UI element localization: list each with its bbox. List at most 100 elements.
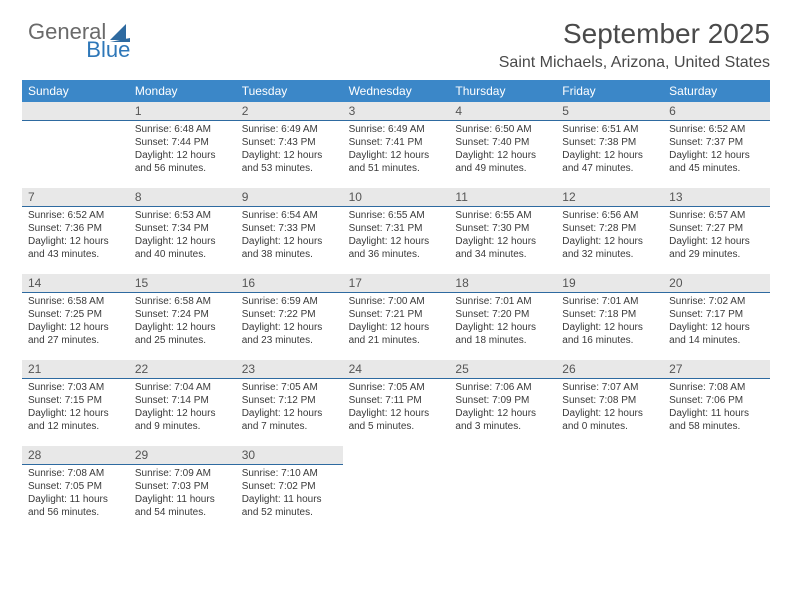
- day-cell: [449, 446, 556, 532]
- sunset-text: Sunset: 7:05 PM: [28, 480, 123, 493]
- daylight-line2: and 9 minutes.: [135, 420, 230, 433]
- day-number: 23: [236, 360, 343, 379]
- day-cell: 27Sunrise: 7:08 AMSunset: 7:06 PMDayligh…: [663, 360, 770, 446]
- day-cell: 4Sunrise: 6:50 AMSunset: 7:40 PMDaylight…: [449, 102, 556, 188]
- daylight-line1: Daylight: 12 hours: [455, 321, 550, 334]
- day-number: 10: [343, 188, 450, 207]
- day-number: 7: [22, 188, 129, 207]
- sunset-text: Sunset: 7:28 PM: [562, 222, 657, 235]
- sunrise-text: Sunrise: 6:55 AM: [455, 209, 550, 222]
- day-number: 11: [449, 188, 556, 207]
- daylight-line1: Daylight: 12 hours: [562, 321, 657, 334]
- day-number: 6: [663, 102, 770, 121]
- weekday-header: Tuesday: [236, 80, 343, 102]
- daylight-line1: Daylight: 12 hours: [455, 407, 550, 420]
- daylight-line2: and 56 minutes.: [135, 162, 230, 175]
- daylight-line2: and 47 minutes.: [562, 162, 657, 175]
- daylight-line1: Daylight: 11 hours: [669, 407, 764, 420]
- day-number: 14: [22, 274, 129, 293]
- sunset-text: Sunset: 7:33 PM: [242, 222, 337, 235]
- day-details: Sunrise: 7:00 AMSunset: 7:21 PMDaylight:…: [343, 293, 450, 353]
- daylight-line1: Daylight: 11 hours: [135, 493, 230, 506]
- day-details: Sunrise: 6:55 AMSunset: 7:31 PMDaylight:…: [343, 207, 450, 267]
- sunset-text: Sunset: 7:37 PM: [669, 136, 764, 149]
- sunset-text: Sunset: 7:40 PM: [455, 136, 550, 149]
- day-details: Sunrise: 7:03 AMSunset: 7:15 PMDaylight:…: [22, 379, 129, 439]
- day-cell: 28Sunrise: 7:08 AMSunset: 7:05 PMDayligh…: [22, 446, 129, 532]
- sunrise-text: Sunrise: 7:06 AM: [455, 381, 550, 394]
- day-cell: 19Sunrise: 7:01 AMSunset: 7:18 PMDayligh…: [556, 274, 663, 360]
- day-cell: 10Sunrise: 6:55 AMSunset: 7:31 PMDayligh…: [343, 188, 450, 274]
- sunset-text: Sunset: 7:03 PM: [135, 480, 230, 493]
- day-details: Sunrise: 6:58 AMSunset: 7:24 PMDaylight:…: [129, 293, 236, 353]
- sunrise-text: Sunrise: 7:04 AM: [135, 381, 230, 394]
- weekday-header: Thursday: [449, 80, 556, 102]
- sunset-text: Sunset: 7:14 PM: [135, 394, 230, 407]
- weeks-container: 1Sunrise: 6:48 AMSunset: 7:44 PMDaylight…: [22, 102, 770, 532]
- day-details: Sunrise: 6:53 AMSunset: 7:34 PMDaylight:…: [129, 207, 236, 267]
- sunrise-text: Sunrise: 7:03 AM: [28, 381, 123, 394]
- sunrise-text: Sunrise: 6:58 AM: [135, 295, 230, 308]
- sunrise-text: Sunrise: 6:49 AM: [242, 123, 337, 136]
- sunrise-text: Sunrise: 6:56 AM: [562, 209, 657, 222]
- daylight-line2: and 14 minutes.: [669, 334, 764, 347]
- daylight-line1: Daylight: 12 hours: [562, 149, 657, 162]
- sunrise-text: Sunrise: 7:09 AM: [135, 467, 230, 480]
- daylight-line2: and 34 minutes.: [455, 248, 550, 261]
- day-details: Sunrise: 6:58 AMSunset: 7:25 PMDaylight:…: [22, 293, 129, 353]
- daylight-line1: Daylight: 12 hours: [669, 235, 764, 248]
- daylight-line2: and 5 minutes.: [349, 420, 444, 433]
- sunset-text: Sunset: 7:08 PM: [562, 394, 657, 407]
- sunrise-text: Sunrise: 7:10 AM: [242, 467, 337, 480]
- sunset-text: Sunset: 7:09 PM: [455, 394, 550, 407]
- daylight-line2: and 12 minutes.: [28, 420, 123, 433]
- day-cell: 9Sunrise: 6:54 AMSunset: 7:33 PMDaylight…: [236, 188, 343, 274]
- daylight-line2: and 52 minutes.: [242, 506, 337, 519]
- day-details: Sunrise: 7:02 AMSunset: 7:17 PMDaylight:…: [663, 293, 770, 353]
- day-details: Sunrise: 6:49 AMSunset: 7:41 PMDaylight:…: [343, 121, 450, 181]
- day-details: Sunrise: 6:48 AMSunset: 7:44 PMDaylight:…: [129, 121, 236, 181]
- sunset-text: Sunset: 7:27 PM: [669, 222, 764, 235]
- day-cell: 7Sunrise: 6:52 AMSunset: 7:36 PMDaylight…: [22, 188, 129, 274]
- sunrise-text: Sunrise: 7:05 AM: [349, 381, 444, 394]
- week-row: 14Sunrise: 6:58 AMSunset: 7:25 PMDayligh…: [22, 274, 770, 360]
- sunrise-text: Sunrise: 7:05 AM: [242, 381, 337, 394]
- day-cell: 30Sunrise: 7:10 AMSunset: 7:02 PMDayligh…: [236, 446, 343, 532]
- day-cell: 18Sunrise: 7:01 AMSunset: 7:20 PMDayligh…: [449, 274, 556, 360]
- daylight-line1: Daylight: 12 hours: [669, 321, 764, 334]
- day-cell: 20Sunrise: 7:02 AMSunset: 7:17 PMDayligh…: [663, 274, 770, 360]
- daylight-line2: and 29 minutes.: [669, 248, 764, 261]
- sunrise-text: Sunrise: 6:51 AM: [562, 123, 657, 136]
- sunset-text: Sunset: 7:24 PM: [135, 308, 230, 321]
- day-details: Sunrise: 7:10 AMSunset: 7:02 PMDaylight:…: [236, 465, 343, 525]
- day-cell: 24Sunrise: 7:05 AMSunset: 7:11 PMDayligh…: [343, 360, 450, 446]
- daylight-line1: Daylight: 11 hours: [28, 493, 123, 506]
- brand-logo: General Blue: [28, 22, 174, 42]
- sunrise-text: Sunrise: 7:02 AM: [669, 295, 764, 308]
- day-number: 18: [449, 274, 556, 293]
- daylight-line2: and 36 minutes.: [349, 248, 444, 261]
- daylight-line1: Daylight: 12 hours: [562, 235, 657, 248]
- day-details: Sunrise: 6:49 AMSunset: 7:43 PMDaylight:…: [236, 121, 343, 181]
- day-cell: 13Sunrise: 6:57 AMSunset: 7:27 PMDayligh…: [663, 188, 770, 274]
- sunrise-text: Sunrise: 7:08 AM: [669, 381, 764, 394]
- sunrise-text: Sunrise: 7:08 AM: [28, 467, 123, 480]
- daylight-line2: and 56 minutes.: [28, 506, 123, 519]
- sunrise-text: Sunrise: 6:52 AM: [669, 123, 764, 136]
- day-number: 21: [22, 360, 129, 379]
- daylight-line1: Daylight: 12 hours: [349, 149, 444, 162]
- sunset-text: Sunset: 7:21 PM: [349, 308, 444, 321]
- daylight-line1: Daylight: 12 hours: [349, 235, 444, 248]
- brand-word2: Blue: [86, 40, 130, 60]
- calendar-grid: SundayMondayTuesdayWednesdayThursdayFrid…: [22, 80, 770, 532]
- daylight-line2: and 49 minutes.: [455, 162, 550, 175]
- sunrise-text: Sunrise: 6:54 AM: [242, 209, 337, 222]
- day-number: 29: [129, 446, 236, 465]
- daylight-line2: and 58 minutes.: [669, 420, 764, 433]
- daylight-line2: and 53 minutes.: [242, 162, 337, 175]
- day-details: Sunrise: 7:04 AMSunset: 7:14 PMDaylight:…: [129, 379, 236, 439]
- day-details: Sunrise: 6:54 AMSunset: 7:33 PMDaylight:…: [236, 207, 343, 267]
- day-cell: 1Sunrise: 6:48 AMSunset: 7:44 PMDaylight…: [129, 102, 236, 188]
- weekday-header: Saturday: [663, 80, 770, 102]
- day-number: 30: [236, 446, 343, 465]
